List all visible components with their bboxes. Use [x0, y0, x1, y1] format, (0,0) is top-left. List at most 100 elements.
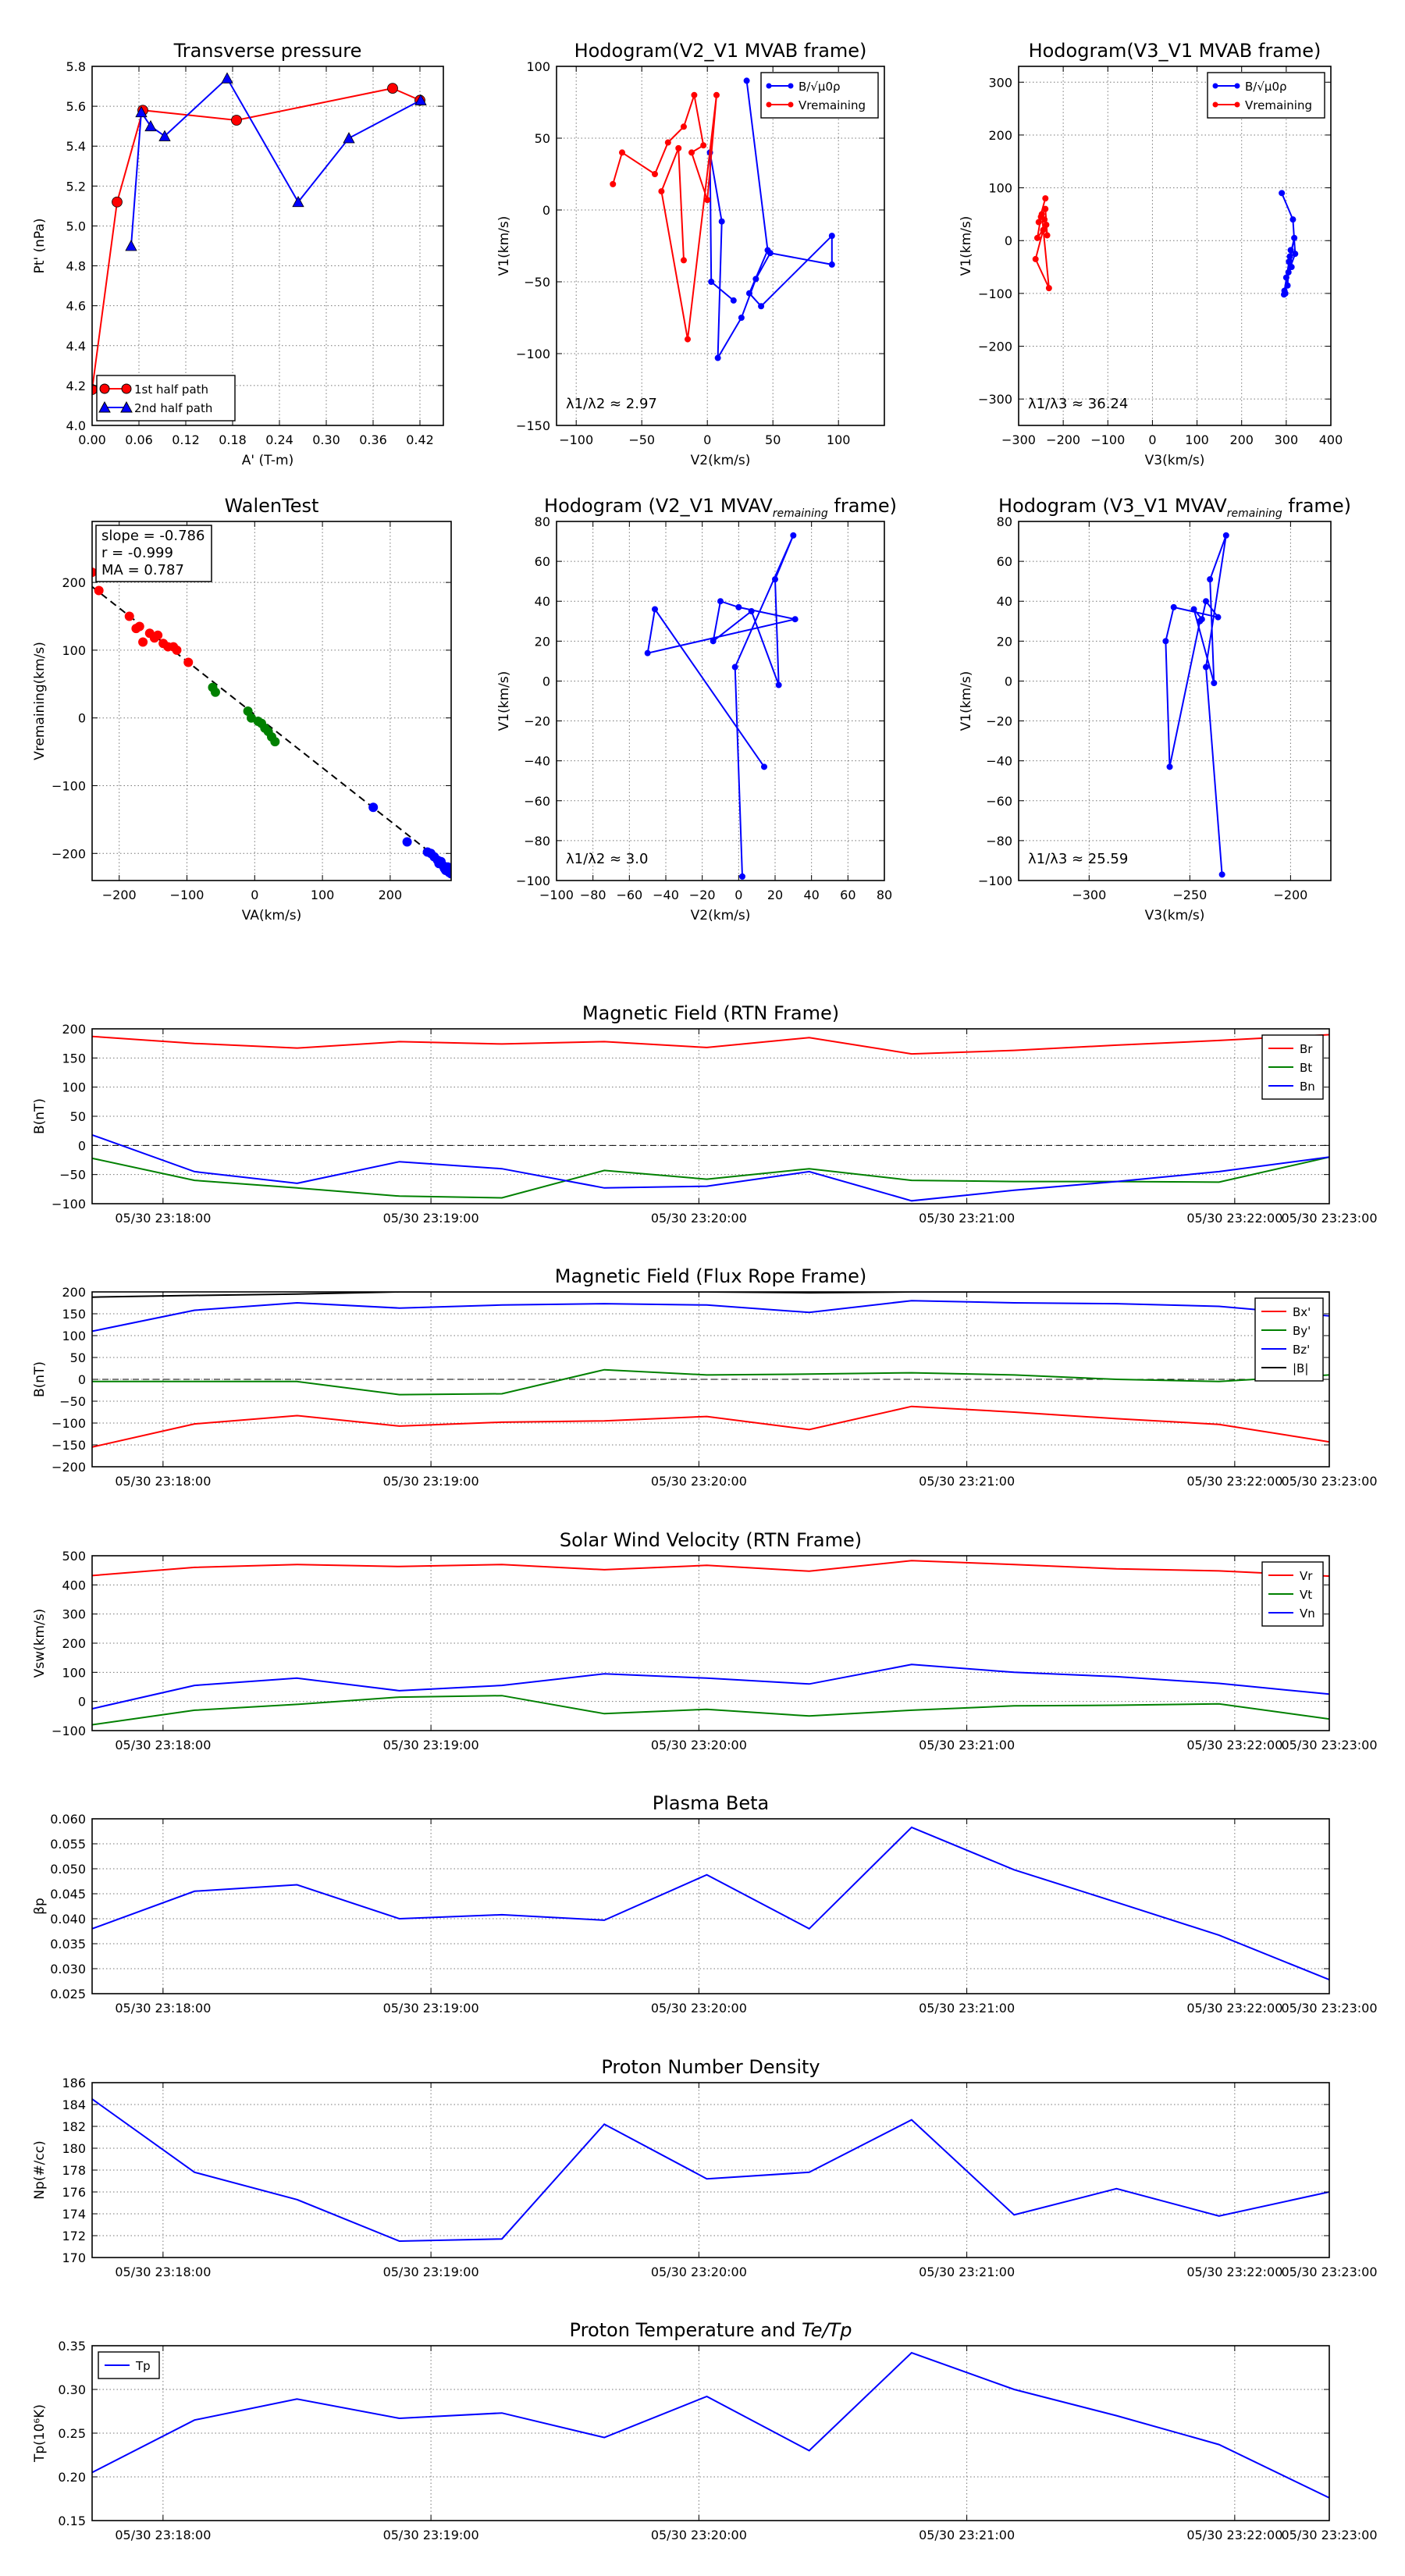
legend-label: 1st half path [134, 382, 208, 397]
chart-proton-number-density: 05/30 23:18:00 05/30 23:19:00 05/30 23:20:… [32, 2056, 1378, 2279]
chart-title: Plasma Beta [653, 1792, 769, 1814]
y-tick-label: −200 [978, 340, 1012, 354]
legend-marker [121, 383, 132, 394]
legend-label: Bn [1300, 1080, 1315, 1094]
fit-line [92, 585, 451, 870]
data-point [231, 115, 242, 126]
plot-area [92, 2098, 1329, 2243]
y-tick-label: 60 [997, 554, 1012, 569]
y-tick-label: 4.6 [66, 299, 86, 314]
x-tick-label: 40 [803, 888, 819, 902]
data-point [1040, 226, 1047, 233]
x-tick-label: 100 [827, 432, 851, 447]
y-tick-label: 100 [988, 181, 1012, 196]
plot-area [92, 1034, 1329, 1202]
data-point [743, 77, 750, 84]
y-axis-label: Pt' (nPa) [32, 219, 48, 274]
y-tick-label: 300 [62, 1607, 86, 1622]
data-point [1284, 282, 1291, 289]
legend-marker [1234, 101, 1240, 108]
legend-marker [1212, 101, 1218, 108]
y-tick-label: −200 [52, 1460, 86, 1475]
y-tick-label: 178 [62, 2163, 86, 2178]
y-tick-label: 200 [988, 128, 1012, 143]
y-axis-label: Vsw(km/s) [32, 1609, 48, 1678]
legend-label: 2nd half path [134, 401, 212, 415]
data-point [172, 645, 182, 655]
x-tick-label: 60 [840, 888, 855, 902]
x-tick-label: 0.06 [125, 432, 153, 447]
x-tick-label: 0.36 [359, 432, 387, 447]
legend-label: By' [1293, 1324, 1311, 1338]
y-tick-label: 182 [62, 2119, 86, 2134]
x-tick-label: 0.00 [78, 432, 106, 447]
data-point [664, 139, 671, 146]
x-tick-label: 200 [379, 888, 403, 902]
x-tick-label: 05/30 23:18:00 [115, 2528, 211, 2542]
y-tick-label: −40 [524, 754, 550, 769]
x-tick-label: 05/30 23:18:00 [115, 1738, 211, 1752]
x-tick-label: 05/30 23:21:00 [919, 2001, 1015, 2016]
x-tick-label: 0 [703, 432, 711, 447]
legend: B/√μ0ρ Vremaining [1207, 72, 1325, 119]
y-axis-label: B(nT) [32, 1098, 48, 1134]
y-tick-label: 5.0 [66, 219, 86, 233]
data-point [1218, 871, 1225, 878]
series-line-2 [92, 1133, 1329, 1202]
data-point [652, 606, 658, 613]
data-point [731, 664, 738, 671]
y-tick-label: 200 [62, 1285, 86, 1300]
data-point [738, 315, 745, 321]
y-tick-label: 4.2 [66, 379, 86, 393]
data-point [700, 142, 707, 149]
data-point [446, 869, 451, 879]
data-point [368, 802, 379, 813]
data-point [1291, 234, 1298, 241]
data-point [748, 608, 755, 614]
data-point [610, 180, 617, 187]
x-tick-label: 05/30 23:22:00 [1186, 2001, 1282, 2016]
data-point [1282, 274, 1289, 281]
y-tick-label: 60 [535, 554, 550, 569]
chart-solar-wind-velocity: 05/30 23:18:00 05/30 23:19:00 05/30 23:20:… [32, 1529, 1378, 1752]
y-tick-label: 0 [542, 203, 550, 218]
data-point [752, 276, 759, 283]
data-point [125, 240, 137, 251]
y-tick-label: −100 [978, 873, 1012, 888]
legend: Vr Vt Vn [1261, 1561, 1324, 1627]
x-tick-label: −250 [1172, 888, 1207, 902]
x-axis-label: VA(km/s) [242, 908, 301, 923]
x-tick-label: −200 [1273, 888, 1307, 902]
data-point [717, 598, 724, 605]
x-tick-label: −80 [580, 888, 606, 902]
data-point [745, 290, 752, 297]
data-point [1279, 190, 1286, 197]
data-point [1166, 763, 1173, 770]
x-tick-label: 100 [311, 888, 335, 902]
data-point [704, 197, 711, 204]
y-tick-label: 200 [62, 1022, 86, 1037]
x-tick-label: 05/30 23:23:00 [1281, 2528, 1377, 2542]
axes-frame [91, 1818, 1330, 1994]
data-point [1292, 251, 1299, 258]
x-tick-label: 05/30 23:22:00 [1186, 1474, 1282, 1489]
plot-area [92, 2351, 1329, 2499]
x-tick-label: 05/30 23:19:00 [383, 2001, 479, 2016]
y-tick-label: 0 [78, 1138, 86, 1153]
x-tick-label: 05/30 23:20:00 [651, 2265, 747, 2279]
y-tick-label: 0 [1005, 233, 1012, 248]
y-tick-label: 5.2 [66, 179, 86, 194]
x-tick-label: 05/30 23:23:00 [1281, 1474, 1377, 1489]
data-point [1170, 603, 1177, 610]
x-tick-label: −200 [102, 888, 137, 902]
x-axis-label: V2(km/s) [691, 453, 751, 468]
y-tick-label: −100 [52, 1416, 86, 1431]
y-axis-label: B(nT) [32, 1361, 48, 1397]
chart-title: Hodogram(V3_V1 MVAB frame) [1029, 40, 1321, 62]
x-tick-label: 05/30 23:22:00 [1186, 1211, 1282, 1226]
legend: 1st half path 2nd half path [96, 375, 236, 422]
data-point [402, 837, 412, 847]
chart-plasma-beta: 05/30 23:18:00 05/30 23:19:00 05/30 23:20:… [32, 1792, 1378, 2016]
y-axis-label: V1(km/s) [959, 216, 974, 276]
y-axis-label: V1(km/s) [496, 216, 512, 276]
